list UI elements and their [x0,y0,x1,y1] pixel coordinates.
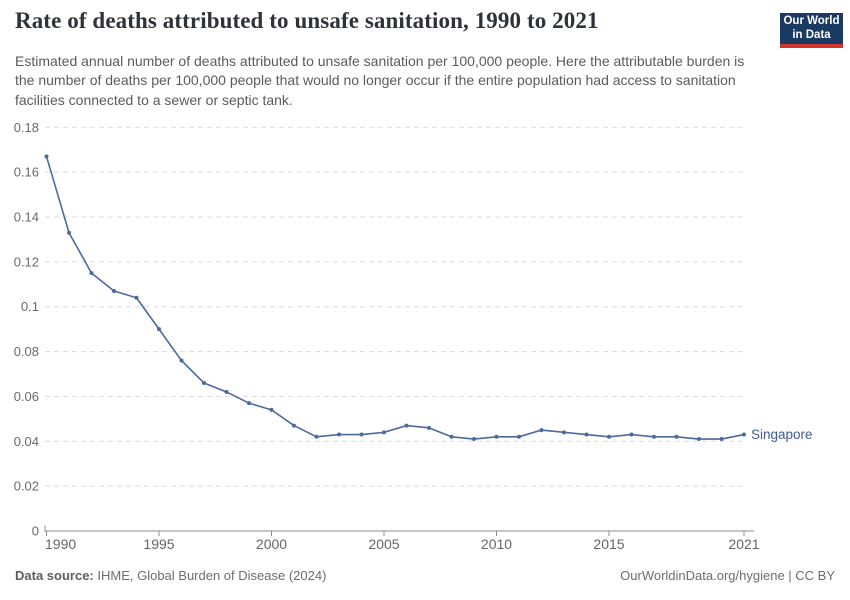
data-point [337,432,341,437]
data-point [607,434,611,439]
owid-logo-line1: Our World [783,15,840,28]
y-tick-label: 0.02 [14,479,39,494]
chart-subtitle: Estimated annual number of deaths attrib… [15,53,745,108]
data-point [247,401,251,406]
chart-footer: Data source: IHME, Global Burden of Dise… [15,568,835,583]
data-line [45,156,745,440]
data-point [539,428,544,433]
data-source: Data source: IHME, Global Burden of Dise… [15,568,326,583]
owid-logo[interactable]: Our World in Data [780,13,843,48]
data-source-value: IHME, Global Burden of Disease (2024) [93,568,327,583]
data-point [44,154,49,159]
data-point [359,432,364,437]
data-point [472,437,476,442]
data-point [517,434,521,439]
data-point [742,432,746,437]
y-tick-label: 0.18 [14,120,39,135]
owid-logo-line2: in Data [792,28,831,41]
data-source-label: Data source: [15,568,94,583]
data-point [269,407,274,412]
x-tick-label: 1990 [45,536,76,552]
data-point [427,425,431,430]
data-point [562,430,566,435]
data-point [494,434,499,439]
data-point [112,289,116,294]
data-point [629,432,634,437]
x-tick-label: 2015 [593,536,624,552]
page-title: Rate of deaths attributed to unsafe sani… [15,8,599,33]
data-point [89,271,94,276]
y-tick-label: 0.04 [14,434,39,449]
y-tick-label: 0.12 [14,254,39,269]
data-point [404,423,409,428]
data-point [382,430,386,435]
data-point [674,434,679,439]
y-tick-label: 0.06 [14,389,39,404]
data-point [652,434,656,439]
data-point [202,380,206,385]
x-axis-line [44,525,754,532]
data-point [697,437,701,442]
y-tick-label: 0 [32,524,39,539]
y-tick-label: 0.1 [21,299,39,314]
data-point [224,389,229,394]
y-tick-label: 0.14 [14,210,39,225]
y-tick-label: 0.08 [14,344,39,359]
x-tick-label: 2010 [481,536,512,552]
entity-label: Singapore [751,427,813,442]
y-tick-label: 0.16 [14,165,39,180]
data-point [719,437,724,442]
data-point [179,358,184,363]
x-tick-label: 2021 [728,536,759,552]
data-point [134,295,139,300]
x-tick-label: 2005 [368,536,399,552]
data-point [67,230,71,235]
data-point [292,423,296,428]
data-point [157,327,161,332]
x-tick-label: 2000 [256,536,287,552]
credit-link[interactable]: OurWorldinData.org/hygiene | CC BY [620,568,835,583]
data-point [584,432,589,437]
data-point [449,434,454,439]
x-tick-label: 1995 [143,536,174,552]
data-point [314,434,319,439]
